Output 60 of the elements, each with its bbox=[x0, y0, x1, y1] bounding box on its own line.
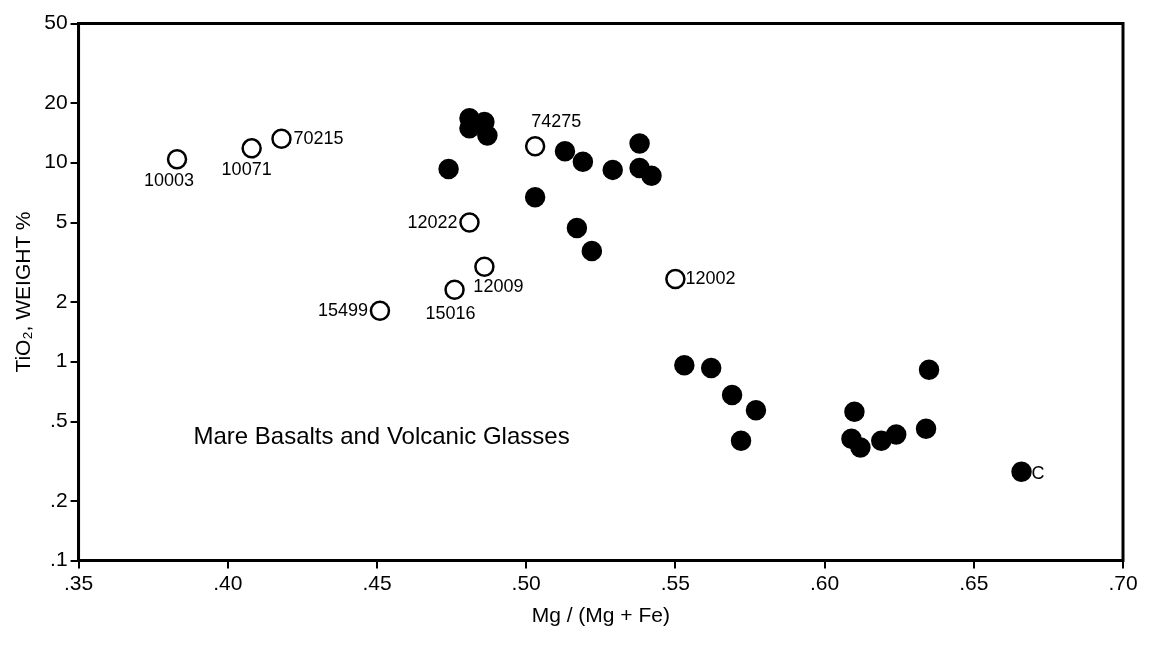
annotation: 12009 bbox=[473, 275, 524, 296]
annotation: 15016 bbox=[425, 302, 476, 323]
point bbox=[700, 357, 722, 379]
x-tick-label: .60 bbox=[809, 571, 840, 594]
annotation: 12022 bbox=[407, 211, 458, 232]
y-tick-label: 10 bbox=[44, 149, 68, 173]
x-tick-label: .70 bbox=[1108, 571, 1138, 594]
y-tick-label: 5 bbox=[55, 209, 68, 233]
point bbox=[745, 399, 767, 421]
point bbox=[524, 135, 546, 157]
y-tick-label: .2 bbox=[50, 487, 68, 511]
point bbox=[665, 268, 686, 290]
point bbox=[730, 430, 752, 452]
point bbox=[918, 359, 940, 381]
x-axis-title: Mg / (Mg + Fe) bbox=[531, 603, 670, 627]
point bbox=[581, 240, 603, 262]
point bbox=[885, 424, 907, 445]
x-tick-label: .50 bbox=[511, 571, 541, 594]
y-tick-label: 2 bbox=[55, 288, 68, 312]
annotation: 10071 bbox=[221, 159, 272, 180]
annotation: 74275 bbox=[531, 111, 582, 132]
annotation: 12002 bbox=[685, 268, 736, 289]
point bbox=[572, 151, 594, 173]
point bbox=[554, 141, 576, 162]
point bbox=[524, 187, 546, 208]
point bbox=[474, 256, 495, 277]
point bbox=[850, 437, 871, 458]
point bbox=[477, 125, 498, 146]
point bbox=[166, 149, 188, 170]
point bbox=[641, 165, 662, 186]
point bbox=[369, 300, 391, 322]
x-tick-label: .40 bbox=[213, 571, 243, 594]
y-tick-label: 20 bbox=[44, 89, 68, 113]
point bbox=[844, 401, 865, 422]
x-tick-label: .55 bbox=[660, 571, 690, 594]
y-axis-title: TiO₂, WEIGHT % bbox=[11, 211, 35, 373]
x-tick-label: .35 bbox=[63, 571, 94, 594]
x-tick-label: .65 bbox=[959, 571, 989, 594]
annotation: C bbox=[1031, 462, 1045, 483]
point bbox=[674, 354, 695, 376]
point bbox=[915, 418, 937, 439]
point bbox=[566, 217, 588, 239]
y-tick-label: 50 bbox=[44, 10, 68, 34]
point bbox=[444, 279, 465, 300]
annotation: 15499 bbox=[317, 299, 368, 320]
point bbox=[602, 159, 623, 181]
point bbox=[241, 138, 262, 159]
point bbox=[438, 158, 459, 180]
point bbox=[721, 384, 743, 406]
annotation: Mare Basalts and Volcanic Glasses bbox=[193, 421, 570, 449]
annotation: 70215 bbox=[293, 127, 344, 148]
y-tick-label: 1 bbox=[55, 348, 68, 372]
y-tick-label: .1 bbox=[50, 547, 68, 571]
point bbox=[271, 128, 292, 149]
point bbox=[1011, 461, 1032, 482]
y-tick-label: .5 bbox=[50, 408, 68, 432]
x-tick-label: .45 bbox=[362, 571, 392, 594]
annotation: 10003 bbox=[144, 170, 195, 191]
point bbox=[629, 133, 650, 154]
point bbox=[459, 212, 480, 233]
